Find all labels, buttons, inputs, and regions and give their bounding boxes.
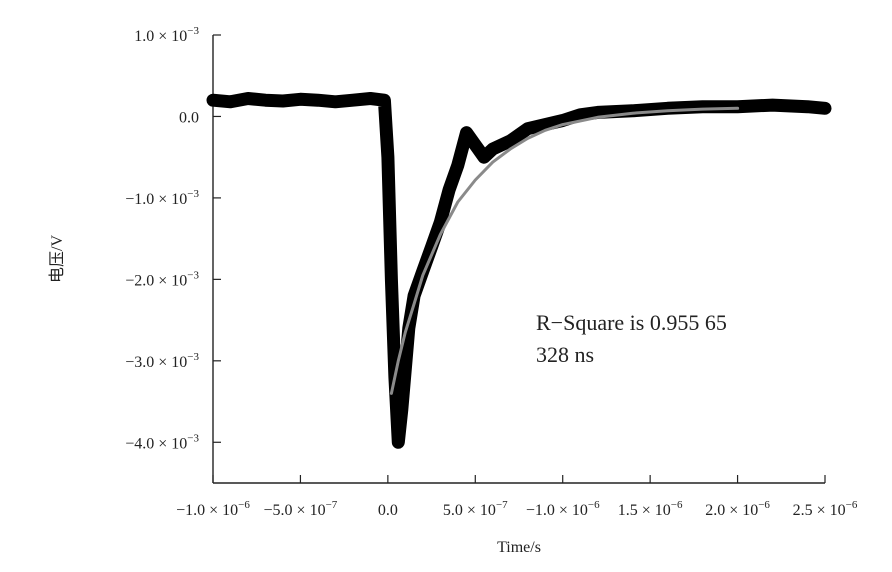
- y-tick-label: 0.0: [179, 109, 199, 126]
- y-tick-label: −2.0 × 10−3: [125, 269, 199, 289]
- y-tick-label: 1.0 × 10−3: [134, 25, 199, 45]
- annotation-r-square: R−Square is 0.955 65: [536, 310, 727, 335]
- x-tick-label: 2.0 × 10−6: [705, 499, 770, 519]
- x-axis-title: Time/s: [497, 539, 541, 556]
- x-tick-label: 2.5 × 10−6: [793, 499, 858, 519]
- x-tick-label: 0.0: [378, 502, 398, 519]
- fit-curve-line: [389, 106, 740, 395]
- measured-signal-line: [206, 92, 832, 449]
- y-axis-title: 电压/V: [48, 235, 66, 283]
- x-tick-label: −1.0 × 10−6: [176, 499, 250, 519]
- axes: [212, 35, 825, 484]
- x-tick-label: 5.0 × 10−7: [443, 499, 508, 519]
- series-layer: [206, 92, 832, 449]
- x-tick-label: −1.0 × 10−6: [526, 499, 600, 519]
- y-tick-label: −4.0 × 10−3: [125, 432, 199, 452]
- x-tick-label: −5.0 × 10−7: [264, 499, 338, 519]
- x-tick-label: 1.5 × 10−6: [618, 499, 683, 519]
- annotation-time-constant: 328 ns: [536, 342, 594, 367]
- y-ticks: 1.0 × 10−3 0.0 −1.0 × 10−3 −2.0 × 10−3 −3.0 …: [125, 25, 221, 452]
- y-tick-label: −3.0 × 10−3: [125, 351, 199, 371]
- y-tick-label: −1.0 × 10−3: [125, 188, 199, 208]
- x-ticks: −1.0 × 10−6 −5.0 × 10−7 0.0 5.0 × 10−7 −1.0 …: [176, 475, 858, 519]
